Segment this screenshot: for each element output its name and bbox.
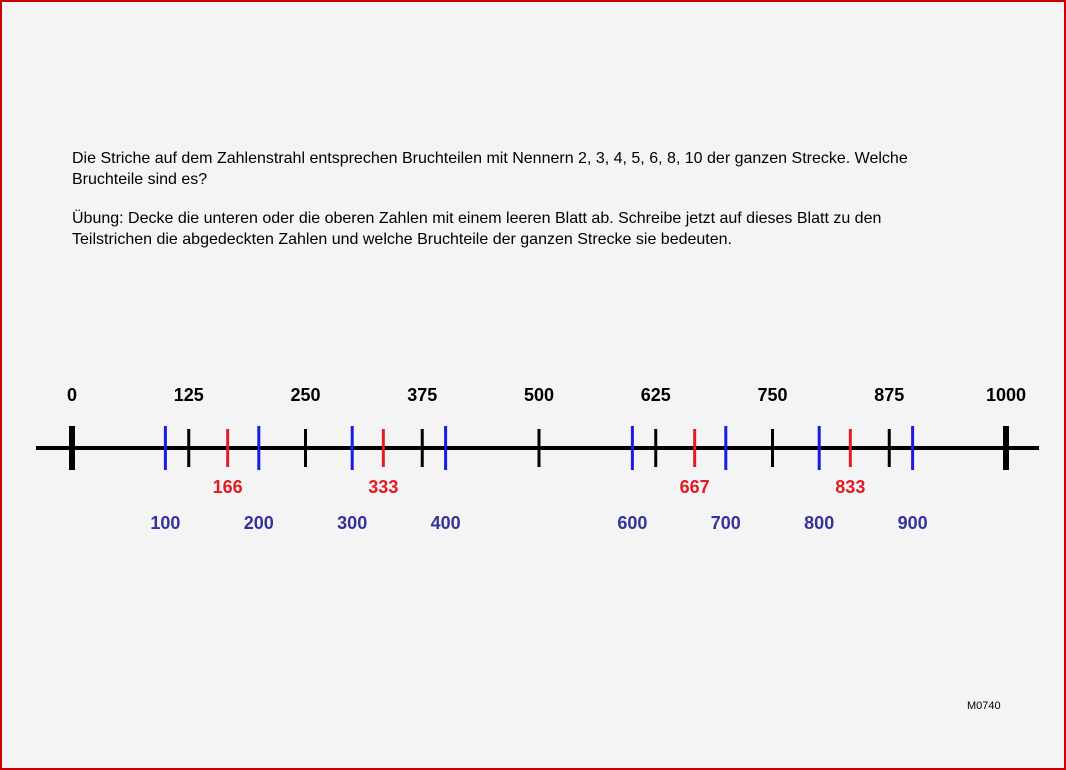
top-label: 375 — [407, 385, 437, 405]
red-label: 667 — [680, 477, 710, 497]
blue-label: 200 — [244, 513, 274, 533]
blue-label: 600 — [617, 513, 647, 533]
top-label: 250 — [290, 385, 320, 405]
top-label: 125 — [174, 385, 204, 405]
blue-label: 800 — [804, 513, 834, 533]
number-line-ticks — [69, 426, 1009, 470]
top-label: 750 — [757, 385, 787, 405]
red-label: 833 — [835, 477, 865, 497]
blue-label: 400 — [431, 513, 461, 533]
blue-label: 100 — [150, 513, 180, 533]
task-paragraph-1: Die Striche auf dem Zahlenstrahl entspre… — [72, 150, 908, 188]
top-label: 875 — [874, 385, 904, 405]
blue-label: 900 — [898, 513, 928, 533]
top-label: 0 — [67, 385, 77, 405]
blue-label: 700 — [711, 513, 741, 533]
task-text: Die Striche auf dem Zahlenstrahl entspre… — [72, 149, 932, 250]
worksheet-code: M0740 — [967, 700, 1001, 712]
top-label: 625 — [641, 385, 671, 405]
blue-label: 300 — [337, 513, 367, 533]
top-label: 1000 — [986, 385, 1026, 405]
red-label: 166 — [213, 477, 243, 497]
task-paragraph-2: Übung: Decke die unteren oder die oberen… — [72, 210, 882, 248]
red-label: 333 — [368, 477, 398, 497]
number-line-labels: 0 125 250 375 500 625 750 875 1000 166 333 667 833 10… — [67, 385, 1026, 533]
top-label: 500 — [524, 385, 554, 405]
